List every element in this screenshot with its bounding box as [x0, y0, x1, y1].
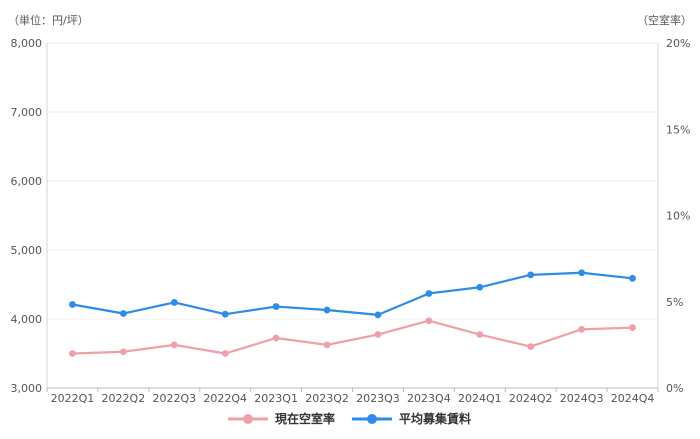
right-axis-unit-label: （空室率） — [637, 13, 692, 27]
vacancy-rate-point — [374, 331, 382, 338]
avg-rent-point — [221, 310, 229, 318]
legend: 現在空室率 平均募集賃料 — [228, 411, 471, 426]
x-axis-tick-label: 2024Q4 — [611, 392, 655, 405]
left-axis-tick-label: 3,000 — [11, 382, 43, 395]
vacancy-rate-point — [69, 350, 76, 357]
x-axis-tick-label: 2024Q2 — [509, 392, 553, 405]
avg-rent-point — [425, 290, 433, 297]
vacancy-rate-point — [578, 325, 586, 333]
x-axis-tick-label: 2022Q1 — [51, 392, 95, 405]
left-axis-unit-label: （単位：円/坪） — [8, 13, 89, 27]
x-axis-tick-label: 2022Q2 — [102, 392, 146, 405]
left-axis-tick-label: 7,000 — [11, 106, 43, 119]
vacancy-rate-point — [221, 350, 229, 357]
left-axis-tick-label: 4,000 — [11, 313, 43, 326]
legend-vacancy-rate-label: 現在空室率 — [275, 411, 335, 426]
vacancy-rate-point — [527, 343, 535, 350]
right-axis-tick-label: 0% — [666, 382, 683, 395]
left-axis-tick-label: 8,000 — [11, 37, 43, 50]
right-axis-tick-label: 10% — [666, 210, 690, 223]
avg-rent-point — [119, 310, 127, 317]
x-axis-tick-label: 2022Q4 — [203, 392, 247, 405]
vacancy-rate-point — [272, 334, 280, 342]
x-axis-tick-label: 2024Q3 — [560, 392, 604, 405]
right-axis-tick-label: 5% — [666, 296, 683, 309]
axes: 3,000 4,000 5,000 6,000 7,000 8,000 0% 5% 10% 15%… — [11, 37, 691, 405]
x-axis-tick-label: 2023Q2 — [305, 392, 349, 405]
series-layer — [69, 269, 636, 357]
vacancy-rate-point — [629, 324, 636, 332]
vacancy-rate-point — [119, 348, 127, 356]
vacancy-rate-point — [170, 341, 178, 349]
avg-rent-point — [527, 271, 535, 279]
avg-rent-point — [374, 311, 382, 319]
x-axis-tick-label: 2023Q4 — [407, 392, 451, 405]
gridlines — [47, 42, 658, 320]
avg-rent-line — [72, 271, 633, 316]
right-axis-tick-label: 15% — [666, 123, 690, 136]
vacancy-rate-line — [72, 319, 633, 355]
avg-rent-point — [69, 301, 76, 308]
avg-rent-point — [578, 269, 586, 277]
x-axis-tick-label: 2023Q3 — [356, 392, 400, 405]
x-axis-tick-label: 2024Q1 — [458, 392, 502, 405]
avg-rent-point — [476, 283, 484, 291]
left-axis-tick-label: 5,000 — [11, 244, 43, 257]
avg-rent-point — [323, 306, 331, 314]
avg-rent-point — [629, 274, 636, 282]
legend-avg-rent-marker — [367, 414, 377, 424]
x-axis-tick-label: 2022Q3 — [152, 392, 196, 405]
legend-vacancy-rate-marker — [243, 414, 253, 424]
vacancy-rate-point — [476, 331, 484, 338]
vacancy-rate-point — [323, 341, 331, 349]
legend-avg-rent-label: 平均募集賃料 — [399, 411, 471, 426]
left-axis-tick-label: 6,000 — [11, 175, 43, 188]
vacancy-rate-point — [425, 317, 433, 325]
x-axis-tick-label: 2023Q1 — [254, 392, 298, 405]
right-axis-tick-label: 20% — [666, 37, 690, 50]
avg-rent-point — [170, 299, 178, 306]
avg-rent-point — [272, 303, 280, 310]
